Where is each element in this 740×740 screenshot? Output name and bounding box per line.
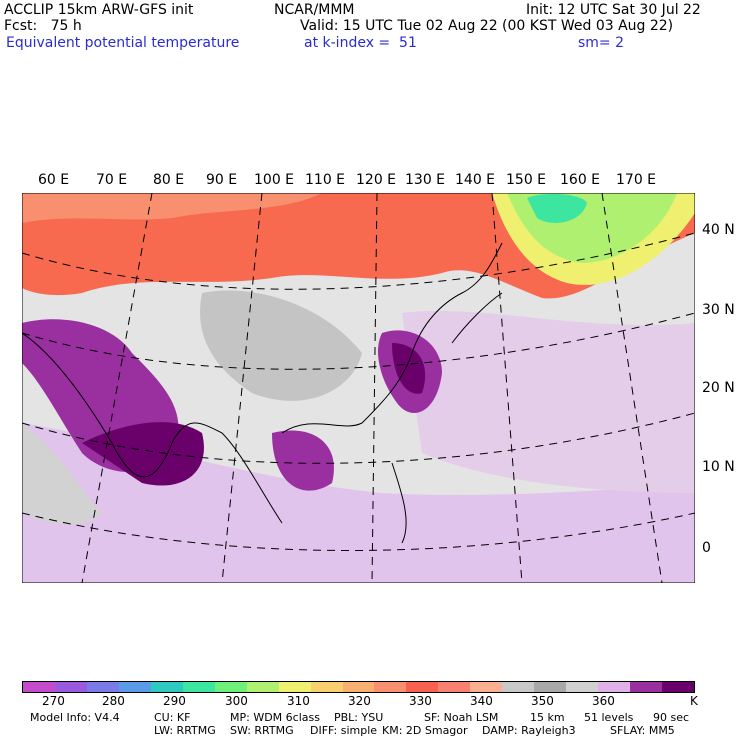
- colorbar-swatch: [342, 682, 375, 692]
- footer-model-info: Model Info: V4.4: [30, 711, 120, 724]
- colorbar-swatch: [182, 682, 215, 692]
- lat-label: 30 N: [702, 302, 735, 318]
- colorbar-label: 350: [531, 694, 554, 708]
- lon-label: 90 E: [206, 172, 238, 188]
- organization: NCAR/MMM: [274, 2, 355, 18]
- k-index: at k-index = 51: [304, 35, 417, 51]
- footer-km: KM: 2D Smagor: [382, 724, 468, 737]
- footer-lw: LW: RRTMG: [154, 724, 216, 737]
- pacific-field: [402, 310, 695, 493]
- colorbar-swatch: [406, 682, 439, 692]
- theta-e-map: [22, 193, 695, 583]
- philippines-coast: [391, 462, 407, 544]
- lat-label: 10 N: [702, 459, 735, 475]
- colorbar-label: 280: [102, 694, 125, 708]
- lon-label: 60 E: [38, 172, 70, 188]
- lon-label: 110 E: [305, 172, 346, 188]
- footer-sflay: SFLAY: MM5: [610, 724, 675, 737]
- north-orange-band: [22, 193, 322, 223]
- colorbar-unit: K: [690, 694, 698, 708]
- smoothing: sm= 2: [578, 35, 625, 51]
- lon-label: 100 E: [254, 172, 295, 188]
- lat-line-10: [22, 412, 695, 464]
- colorbar-swatch: [630, 682, 663, 692]
- lon-line-150: [601, 193, 663, 583]
- colorbar-swatch: [278, 682, 311, 692]
- colorbar-swatch: [662, 682, 695, 692]
- lon-line-90: [221, 193, 263, 583]
- colorbar-label: 330: [409, 694, 432, 708]
- lon-label: 120 E: [356, 172, 397, 188]
- lon-label: 170 E: [616, 172, 657, 188]
- colorbar-label: 270: [42, 694, 65, 708]
- colorbar-swatch: [598, 682, 631, 692]
- tibet-grey: [200, 290, 362, 401]
- colorbar-swatch: [534, 682, 567, 692]
- footer-cu: CU: KF: [154, 711, 191, 724]
- colorbar-swatch: [214, 682, 247, 692]
- coastlines: [22, 242, 503, 544]
- footer-mp: MP: WDM 6class: [230, 711, 320, 724]
- forecast-hour: Fcst: 75 h: [4, 18, 82, 34]
- lon-label: 130 E: [405, 172, 446, 188]
- lon-line-130: [491, 193, 523, 583]
- colorbar-label: 310: [287, 694, 310, 708]
- lon-line-70: [81, 193, 153, 583]
- colorbar-swatch: [310, 682, 343, 692]
- colorbar-swatch: [23, 682, 55, 692]
- lon-label: 150 E: [506, 172, 547, 188]
- south-asia-coast: [22, 332, 283, 524]
- colorbar-swatch: [374, 682, 407, 692]
- colorbar-swatch: [438, 682, 471, 692]
- lon-label: 70 E: [96, 172, 128, 188]
- east-asia-coast: [281, 242, 503, 434]
- lon-label: 80 E: [153, 172, 185, 188]
- colorbar-swatch: [150, 682, 183, 692]
- colorbar: [22, 681, 695, 693]
- lat-label: 20 N: [702, 380, 735, 396]
- lon-line-110: [371, 193, 378, 583]
- lat-label: 0: [702, 540, 711, 556]
- japan-coast: [451, 292, 503, 344]
- arabian-grey: [22, 423, 102, 525]
- colorbar-swatch: [86, 682, 119, 692]
- colorbar-swatch: [118, 682, 151, 692]
- east-china-core: [392, 343, 426, 394]
- ne-green-core: [527, 193, 587, 223]
- footer-levels: 51 levels: [584, 711, 634, 724]
- footer-diff: DIFF: simple: [310, 724, 378, 737]
- colorbar-swatch: [470, 682, 503, 692]
- colorbar-label: 290: [163, 694, 186, 708]
- colorbar-swatch: [54, 682, 87, 692]
- footer-timestep: 90 sec: [653, 711, 690, 724]
- footer-pbl: PBL: YSU: [334, 711, 384, 724]
- colorbar-swatch: [502, 682, 535, 692]
- lon-label: 140 E: [455, 172, 496, 188]
- footer-sf: SF: Noah LSM: [424, 711, 499, 724]
- init-time: Init: 12 UTC Sat 30 Jul 22: [526, 2, 701, 18]
- footer-resolution: 15 km: [530, 711, 565, 724]
- colorbar-swatch: [246, 682, 279, 692]
- footer-sw: SW: RRTMG: [230, 724, 294, 737]
- lon-label: 160 E: [560, 172, 601, 188]
- bay-bengal-core: [82, 422, 204, 486]
- valid-time: Valid: 15 UTC Tue 02 Aug 22 (00 KST Wed …: [300, 18, 674, 34]
- colorbar-label: 300: [225, 694, 248, 708]
- footer-damp: DAMP: Rayleigh3: [482, 724, 576, 737]
- colorbar-label: 360: [592, 694, 615, 708]
- lat-line-20: [22, 312, 695, 370]
- colorbar-swatch: [566, 682, 599, 692]
- graticule: [22, 193, 695, 583]
- lat-label: 40 N: [702, 222, 735, 238]
- lat-line-0: [22, 512, 695, 551]
- field-name: Equivalent potential temperature: [6, 35, 240, 51]
- model-title: ACCLIP 15km ARW-GFS init: [4, 2, 194, 18]
- indochina-purple: [272, 430, 334, 491]
- colorbar-label: 320: [348, 694, 371, 708]
- colorbar-label: 340: [470, 694, 493, 708]
- lat-line-30: [22, 232, 695, 290]
